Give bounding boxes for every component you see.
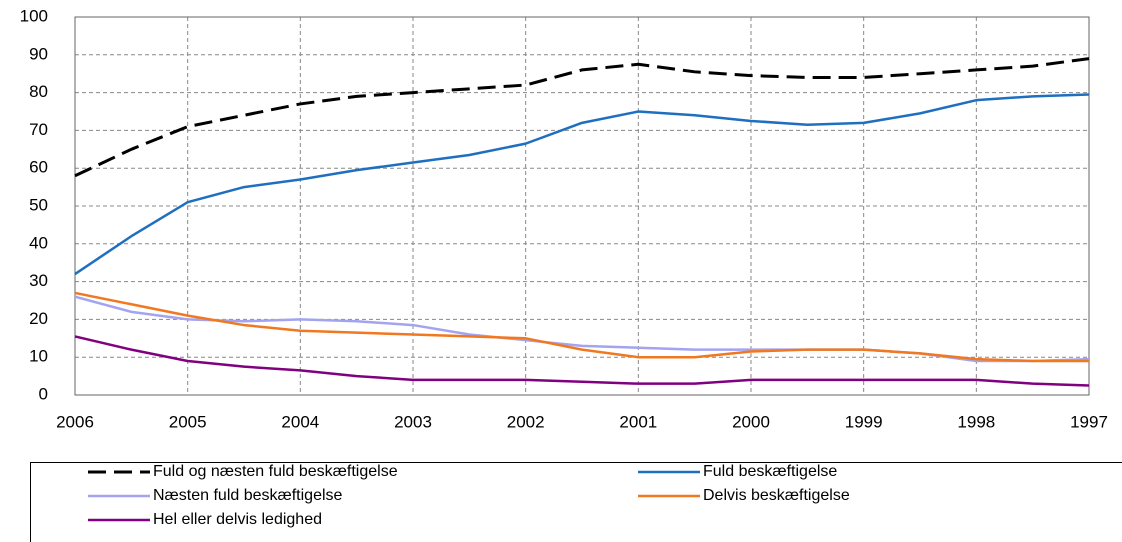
- legend-box: [30, 462, 1122, 542]
- x-tick-label: 2001: [619, 412, 657, 431]
- y-tick-label: 80: [29, 82, 48, 101]
- y-tick-label: 0: [39, 384, 48, 403]
- legend-label: Fuld og næsten fuld beskæftigelse: [153, 463, 398, 480]
- y-tick-label: 90: [29, 44, 48, 63]
- y-tick-label: 20: [29, 309, 48, 328]
- x-tick-label: 2003: [394, 412, 432, 431]
- x-tick-label: 2006: [56, 412, 94, 431]
- legend-label: Hel eller delvis ledighed: [153, 511, 322, 528]
- y-tick-label: 100: [20, 6, 48, 25]
- legend-label: Delvis beskæftigelse: [703, 487, 850, 504]
- x-tick-label: 2000: [732, 412, 770, 431]
- series-line: [74, 295, 1090, 363]
- legend-label: Næsten fuld beskæftigelse: [153, 487, 343, 504]
- x-tick-label: 2004: [281, 412, 319, 431]
- y-tick-label: 50: [29, 195, 48, 214]
- x-tick-label: 2005: [169, 412, 207, 431]
- y-tick-label: 40: [29, 233, 48, 252]
- x-tick-label: 1998: [957, 412, 995, 431]
- series-line: [74, 335, 1090, 387]
- y-tick-label: 10: [29, 347, 48, 366]
- x-tick-label: 2002: [507, 412, 545, 431]
- series-line: [74, 57, 1090, 178]
- y-tick-label: 70: [29, 120, 48, 139]
- x-tick-label: 1997: [1070, 412, 1108, 431]
- y-tick-label: 60: [29, 158, 48, 177]
- series-line: [74, 291, 1089, 363]
- legend-label: Fuld beskæftigelse: [703, 463, 837, 480]
- y-tick-label: 30: [29, 271, 48, 290]
- plot-border: [74, 16, 1090, 396]
- x-tick-label: 1999: [845, 412, 883, 431]
- series-line: [74, 93, 1090, 276]
